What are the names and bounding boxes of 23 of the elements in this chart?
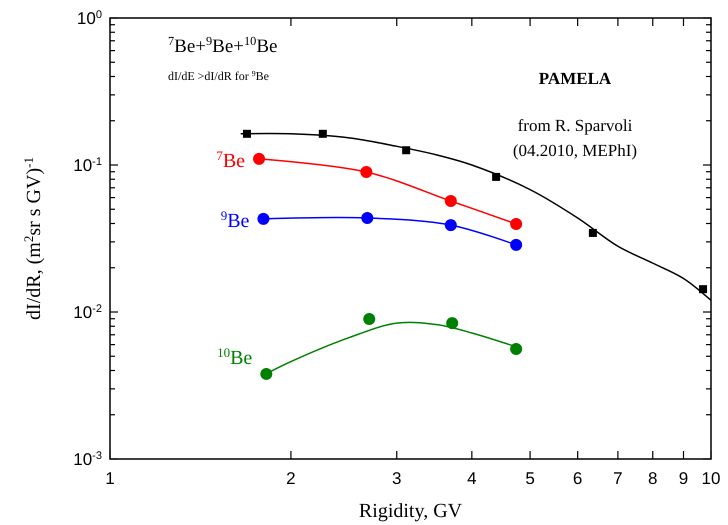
annotation: dI/dE >dI/dR for $^{9}$Be bbox=[168, 68, 270, 83]
x-tick-label: 9 bbox=[678, 469, 688, 488]
x-axis-title: Rigidity, GV bbox=[358, 500, 463, 522]
x-tick-label: 2 bbox=[286, 469, 296, 488]
annotation: (04.2010, MEPhI) bbox=[512, 141, 638, 160]
y-tick-label: 10$^{0}$ bbox=[76, 9, 102, 28]
series-label: $^{10}$Be bbox=[217, 344, 252, 369]
x-tick-label: 3 bbox=[392, 469, 402, 488]
y-tick-label: 10$^{-2}$ bbox=[73, 303, 102, 322]
x-tick-label: 4 bbox=[467, 469, 477, 488]
annotation: from R. Sparvoli bbox=[518, 116, 633, 135]
x-tick-label: 5 bbox=[525, 469, 535, 488]
y-tick-label: 10$^{-1}$ bbox=[73, 156, 102, 175]
x-tick-label: 7 bbox=[613, 469, 623, 488]
x-tick-label: 8 bbox=[648, 469, 658, 488]
x-tick-label: 6 bbox=[572, 469, 582, 488]
series-label: $^{9}$Be bbox=[220, 207, 250, 232]
annotation: PAMELA bbox=[538, 69, 612, 88]
x-tick-label: 1 bbox=[105, 469, 115, 488]
x-tick-label: 10 bbox=[702, 469, 720, 488]
annotation: $^{7}$Be+$^{9}$Be+$^{10}$Be bbox=[168, 34, 278, 57]
series-label: $^{7}$Be bbox=[216, 147, 246, 172]
y-tick-label: 10$^{-3}$ bbox=[73, 450, 102, 469]
